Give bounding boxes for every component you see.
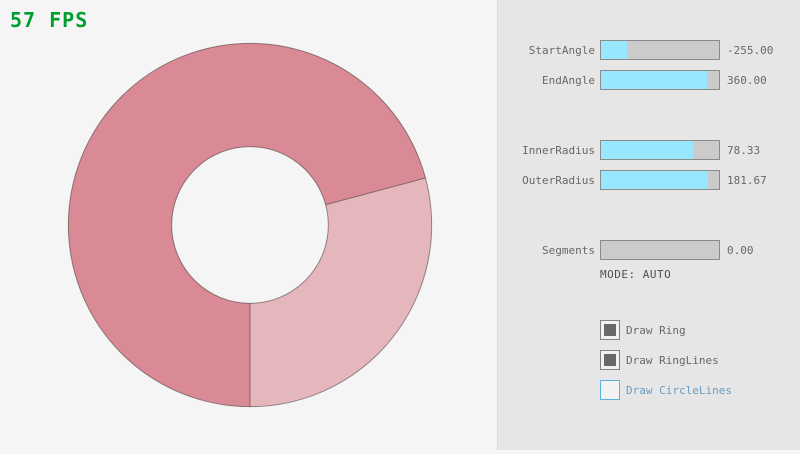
startangle-slider-fill <box>601 41 627 59</box>
outerradius-value: 181.67 <box>727 173 767 187</box>
innerradius-sliderbar[interactable] <box>600 140 720 160</box>
innerradius-value: 78.33 <box>727 143 761 157</box>
slider-row-endangle: EndAngle 360.00 <box>0 70 800 90</box>
endangle-sliderbar[interactable] <box>600 70 720 90</box>
ring-segment <box>250 177 432 407</box>
checkbox-box[interactable] <box>600 380 620 400</box>
endangle-label: EndAngle <box>542 73 595 87</box>
mode-status-text: MODE: AUTO <box>600 268 672 281</box>
innerradius-slider-fill <box>601 141 694 159</box>
checkbox-box[interactable] <box>600 350 620 370</box>
ring-seam-line <box>325 177 426 206</box>
ring-segment <box>68 43 426 407</box>
panel-divider <box>497 0 498 450</box>
slider-row-segments: Segments 0.00 <box>0 240 800 260</box>
segments-sliderbar[interactable] <box>600 240 720 260</box>
outerradius-slider-fill <box>601 171 709 189</box>
segments-value: 0.00 <box>727 243 754 257</box>
slider-row-outerradius: OuterRadius 181.67 <box>0 170 800 190</box>
ring-outer-outline <box>67 42 433 408</box>
outerradius-sliderbar[interactable] <box>600 170 720 190</box>
slider-row-innerradius: InnerRadius 78.33 <box>0 140 800 160</box>
slider-row-startangle: StartAngle -255.00 <box>0 40 800 60</box>
startangle-value: -255.00 <box>727 43 774 57</box>
innerradius-label: InnerRadius <box>522 143 595 157</box>
checkbox-box[interactable] <box>600 320 620 340</box>
checkbox-draw-circlelines[interactable]: Draw CircleLines <box>600 380 732 400</box>
endangle-value: 360.00 <box>727 73 767 87</box>
checkbox-draw-circlelines-label: Draw CircleLines <box>626 383 732 397</box>
fps-counter: 57 FPS <box>10 8 89 32</box>
startangle-label: StartAngle <box>528 43 595 57</box>
endangle-slider-fill <box>601 71 708 89</box>
segments-label: Segments <box>542 243 595 257</box>
checkbox-draw-ringlines[interactable]: Draw RingLines <box>600 350 719 370</box>
checkbox-draw-ringlines-label: Draw RingLines <box>626 353 719 367</box>
outerradius-label: OuterRadius <box>522 173 595 187</box>
checkbox-draw-ring-label: Draw Ring <box>626 323 686 337</box>
checkbox-draw-ring[interactable]: Draw Ring <box>600 320 686 340</box>
startangle-sliderbar[interactable] <box>600 40 720 60</box>
ring-inner-outline <box>171 146 329 304</box>
